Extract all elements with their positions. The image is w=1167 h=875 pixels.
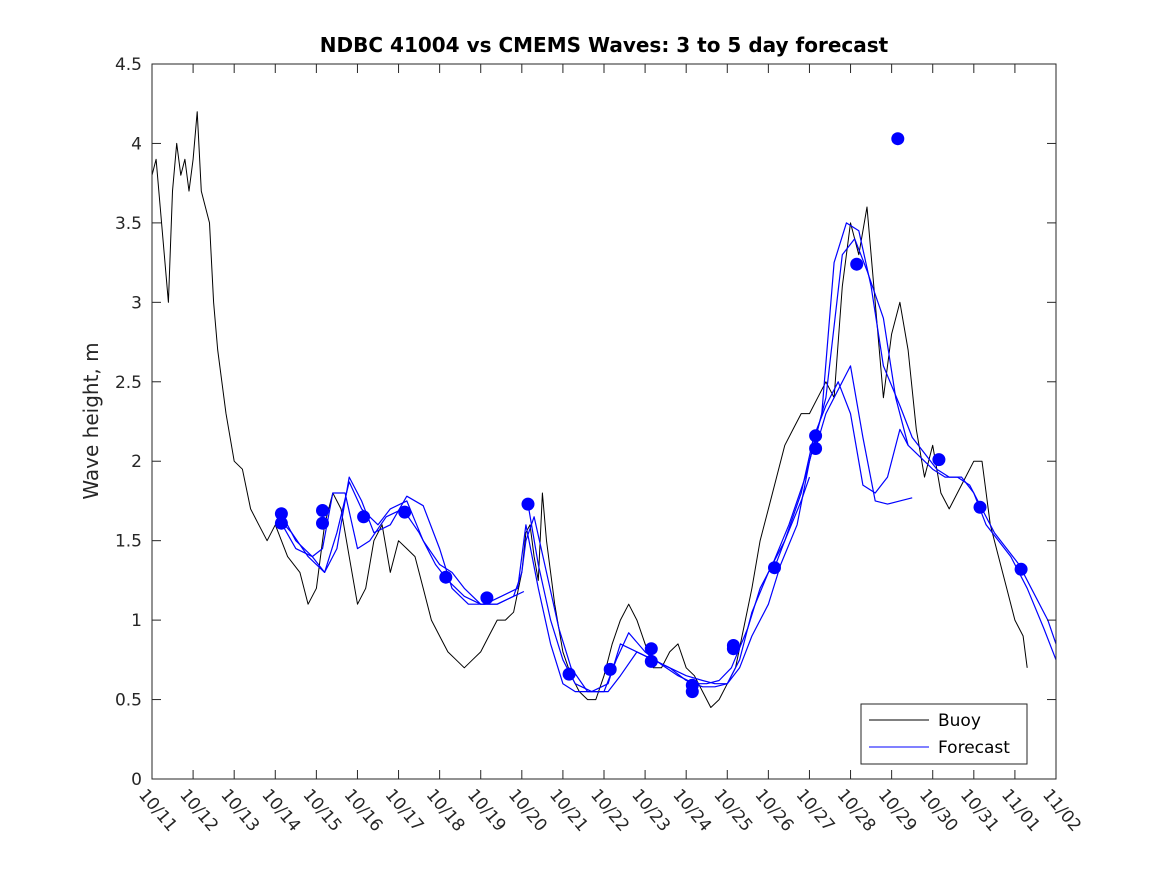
forecast-marker — [521, 497, 535, 511]
forecast-marker — [398, 505, 412, 519]
forecast-series-line-3 — [280, 492, 525, 605]
forecast-marker — [726, 639, 740, 652]
forecast-series-line-2 — [280, 238, 1057, 693]
y-tick-label: 2.5 — [115, 373, 142, 393]
forecast-marker — [603, 662, 617, 676]
y-tick-label: 3.5 — [115, 214, 142, 234]
forecast-marker — [1014, 562, 1028, 576]
forecast-series-line-5 — [773, 381, 909, 568]
y-tick-label: 1.5 — [115, 532, 142, 552]
y-tick-label: 2 — [131, 452, 142, 472]
chart-title: NDBC 41004 vs CMEMS Waves: 3 to 5 day fo… — [320, 33, 889, 57]
y-tick-label: 1 — [131, 611, 142, 631]
forecast-marker — [357, 510, 371, 524]
legend: Buoy Forecast — [860, 703, 1028, 765]
forecast-marker — [644, 654, 658, 668]
forecast-marker — [274, 516, 288, 530]
forecast-marker — [480, 591, 494, 605]
forecast-marker — [850, 257, 864, 271]
forecast-marker — [768, 561, 781, 575]
y-tick-label: 3 — [131, 293, 142, 313]
forecast-marker — [562, 667, 576, 681]
forecast-markers — [274, 132, 1028, 699]
forecast-marker — [644, 642, 658, 656]
y-axis-label: Wave height, m — [79, 342, 103, 499]
legend-box — [860, 703, 1028, 765]
forecast-series-line-4 — [527, 476, 811, 693]
y-tick-label: 4 — [131, 134, 142, 154]
forecast-series-line-1 — [280, 222, 1057, 693]
buoy-series-line — [151, 111, 1028, 708]
forecast-marker — [685, 685, 699, 699]
legend-buoy-label: Buoy — [938, 711, 981, 731]
forecast-marker — [809, 442, 823, 455]
forecast-marker — [973, 500, 987, 514]
y-tick-label: 0 — [131, 770, 142, 790]
forecast-marker — [274, 507, 288, 521]
forecast-marker — [439, 570, 453, 584]
forecast-marker — [891, 132, 905, 146]
legend-forecast-label: Forecast — [938, 738, 1010, 758]
forecast-marker — [809, 429, 823, 443]
forecast-marker — [316, 504, 329, 517]
plot-lines — [151, 111, 1057, 708]
forecast-marker — [932, 453, 946, 467]
forecast-series-line-6 — [815, 365, 913, 505]
forecast-marker — [316, 516, 329, 530]
y-tick-label: 4.5 — [115, 55, 142, 75]
y-tick-label: 0.5 — [115, 691, 142, 711]
